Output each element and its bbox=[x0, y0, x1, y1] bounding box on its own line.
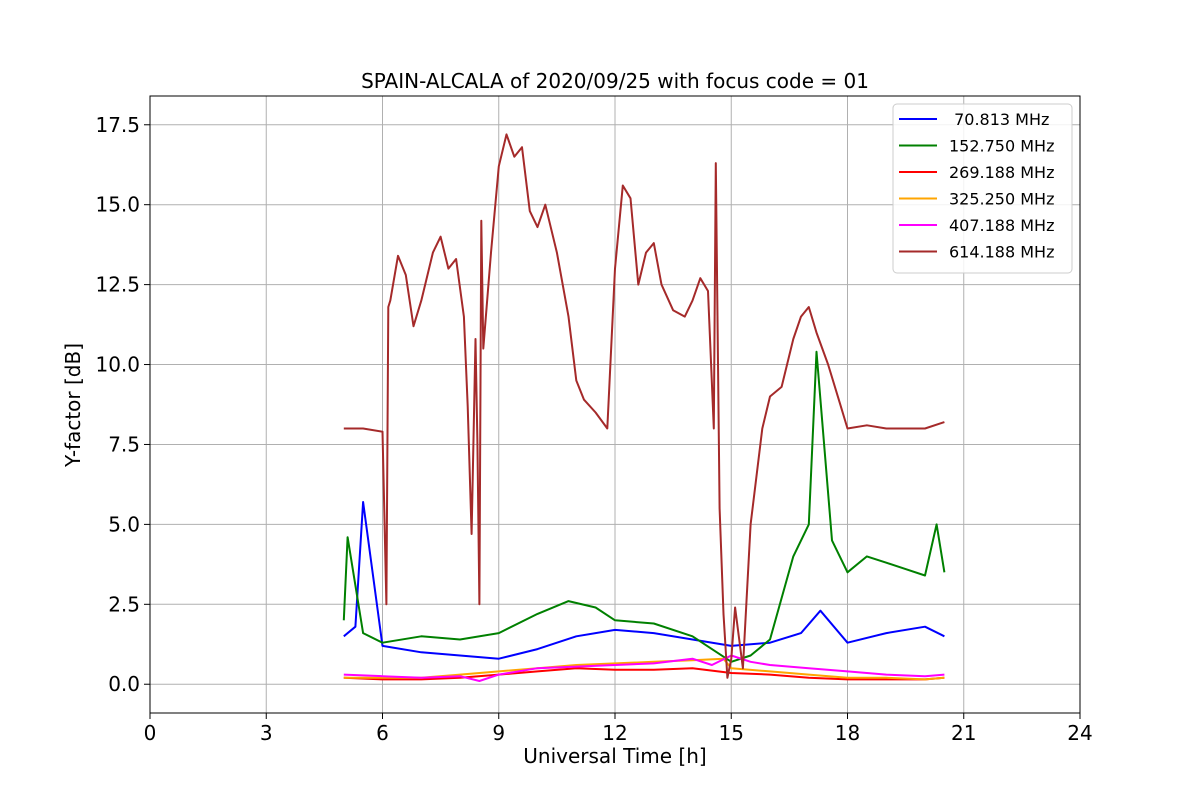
legend-label: 152.750 MHz bbox=[949, 137, 1054, 156]
legend-label: 269.188 MHz bbox=[949, 163, 1054, 182]
y-tick-label: 5.0 bbox=[108, 512, 140, 536]
chart-title: SPAIN-ALCALA of 2020/09/25 with focus co… bbox=[361, 69, 869, 93]
legend-label: 614.188 MHz bbox=[949, 243, 1054, 262]
x-tick-label: 9 bbox=[492, 721, 505, 745]
legend-label: 325.250 MHz bbox=[949, 190, 1054, 209]
series-line-2 bbox=[343, 667, 945, 681]
x-tick-label: 24 bbox=[1067, 721, 1092, 745]
y-tick-label: 17.5 bbox=[95, 113, 140, 137]
x-tick-label: 18 bbox=[835, 721, 860, 745]
y-tick-label: 7.5 bbox=[108, 432, 140, 456]
legend: 70.813 MHz 152.750 MHz 269.188 MHz 325.250 … bbox=[892, 103, 1073, 274]
x-tick-label: 12 bbox=[602, 721, 627, 745]
y-tick-label: 10.0 bbox=[95, 353, 140, 377]
series-line-0 bbox=[343, 501, 945, 660]
x-tick-label: 0 bbox=[144, 721, 157, 745]
y-tick-label: 2.5 bbox=[108, 592, 140, 616]
y-axis-label: Y-factor [dB] bbox=[61, 343, 85, 468]
y-tick-label: 12.5 bbox=[95, 273, 140, 297]
series-line-4 bbox=[343, 654, 945, 682]
legend-box bbox=[892, 103, 1073, 274]
x-tick-label: 3 bbox=[260, 721, 273, 745]
ticks: 0 3 6 9 12 15 18 21 24 0.0 2.5 5.0 7.5 10.0 12.5 15.0 17… bbox=[95, 113, 1092, 745]
legend-label: 407.188 MHz bbox=[949, 216, 1054, 235]
x-axis-label: Universal Time [h] bbox=[523, 744, 706, 768]
legend-label: 70.813 MHz bbox=[949, 110, 1049, 129]
x-tick-label: 15 bbox=[719, 721, 744, 745]
series-line-5 bbox=[343, 133, 945, 679]
y-tick-label: 15.0 bbox=[95, 193, 140, 217]
x-tick-label: 6 bbox=[376, 721, 389, 745]
series-lines bbox=[342, 133, 946, 682]
x-tick-label: 21 bbox=[951, 721, 976, 745]
y-tick-label: 0.0 bbox=[108, 672, 140, 696]
